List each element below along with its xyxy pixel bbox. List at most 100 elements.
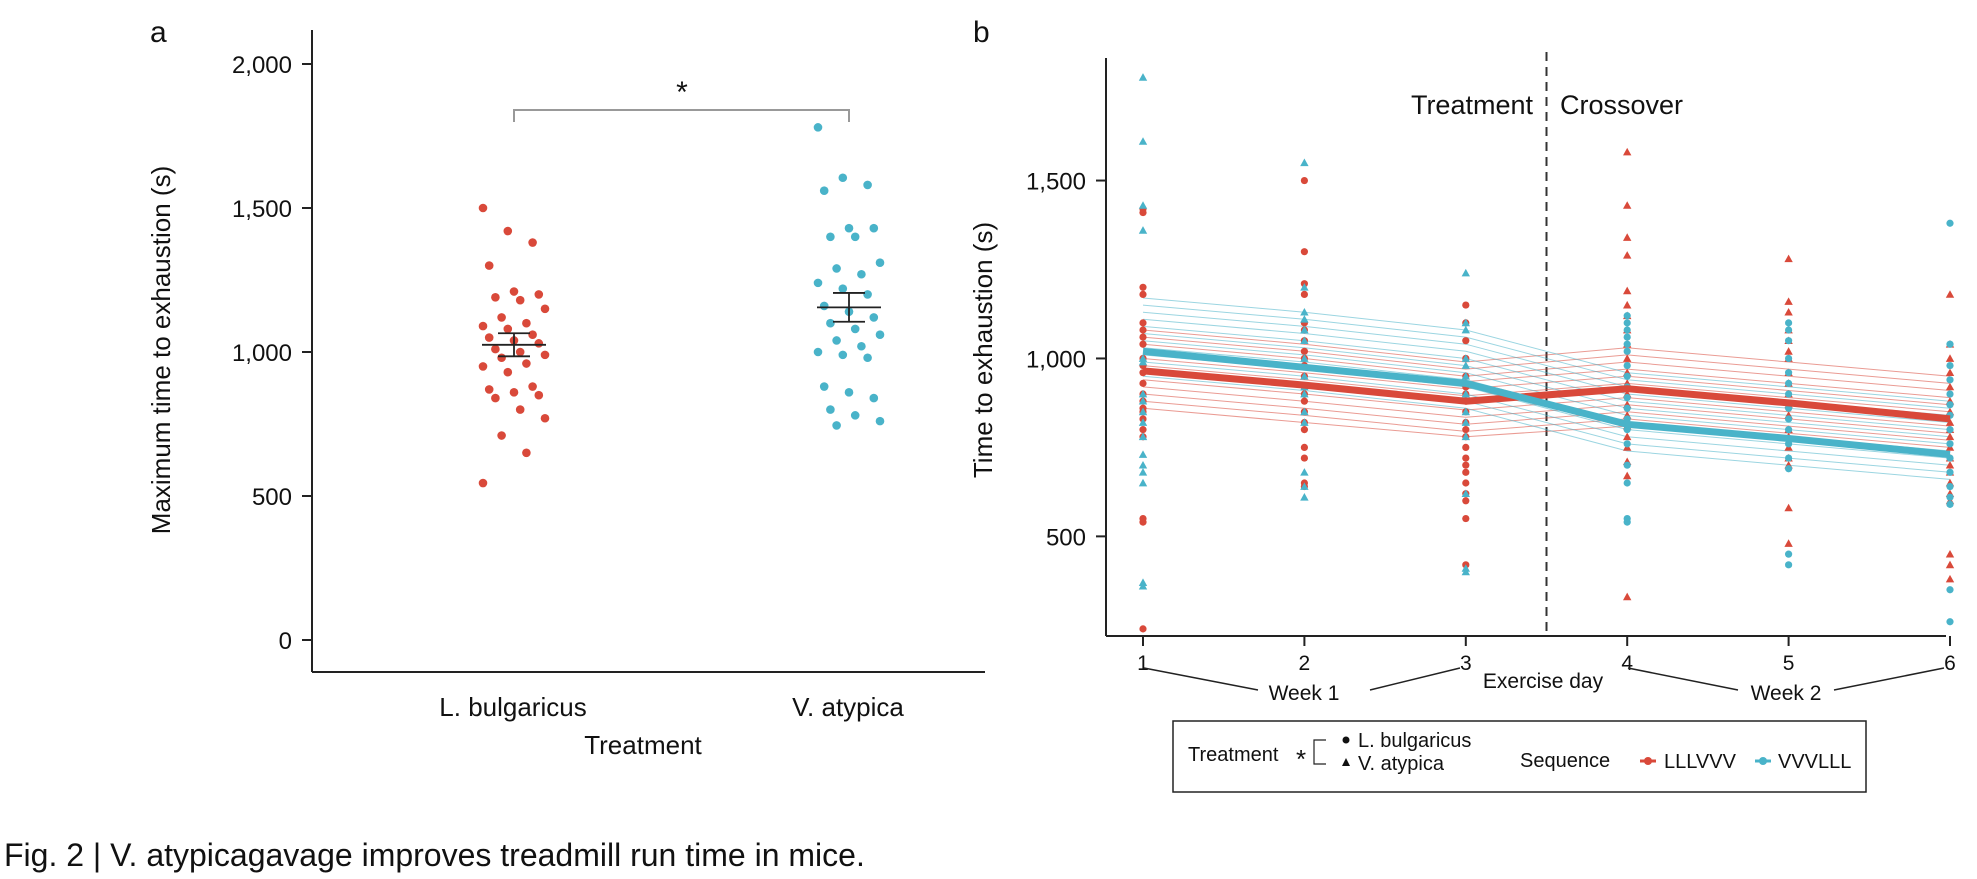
- data-point: [863, 290, 872, 299]
- panel-a-cat-label-1: L. bulgaricus: [439, 692, 586, 722]
- data-point-circle: [1139, 379, 1147, 387]
- data-point: [528, 382, 537, 391]
- data-point: [509, 287, 519, 296]
- data-point: [522, 448, 531, 458]
- data-point-triangle: [1623, 233, 1632, 241]
- legend-treatment-item-2: V. atypica: [1358, 753, 1445, 775]
- data-point: [832, 336, 841, 345]
- data-point-circle: [1462, 468, 1470, 476]
- data-point: [813, 278, 823, 288]
- panel-b-y-label: Time to exhaustion (s): [968, 222, 998, 478]
- data-point-triangle: [1300, 389, 1309, 398]
- data-point: [534, 290, 544, 299]
- subject-line: [1142, 304, 1951, 409]
- legend-triangle-icon: [1342, 758, 1350, 766]
- data-point-circle: [1623, 479, 1631, 487]
- data-point-triangle: [1300, 482, 1309, 490]
- data-point: [857, 269, 866, 279]
- subject-line: [1142, 361, 1951, 466]
- data-point-circle: [1300, 347, 1308, 355]
- data-point-triangle: [1945, 418, 1955, 426]
- data-point: [838, 173, 848, 183]
- data-point-circle: [1623, 518, 1631, 526]
- x-tick-label: 5: [1783, 652, 1795, 675]
- data-point-circle: [1462, 426, 1470, 434]
- data-point-triangle: [1623, 147, 1632, 156]
- data-point-triangle: [1945, 560, 1955, 569]
- data-point-circle: [1946, 618, 1954, 626]
- mean-line-VVVLLL: [1142, 347, 1951, 458]
- crossover-phase-label: Crossover: [1560, 90, 1683, 120]
- data-point-triangle: [1461, 268, 1470, 277]
- data-point: [497, 431, 506, 440]
- subject-line: [1142, 325, 1951, 431]
- data-point-triangle: [1300, 493, 1309, 501]
- data-point-triangle: [1461, 418, 1470, 426]
- data-point-circle: [1946, 361, 1954, 370]
- data-point-triangle: [1300, 407, 1309, 416]
- data-point-triangle: [1138, 450, 1148, 458]
- data-point-triangle: [1945, 382, 1955, 391]
- data-point: [503, 324, 513, 334]
- subject-line: [1142, 336, 1951, 384]
- x-tick-label: 1: [1137, 652, 1149, 675]
- data-point-circle: [1623, 393, 1631, 402]
- data-point: [819, 301, 829, 311]
- legend-box: [1172, 720, 1867, 793]
- data-point-circle: [1946, 390, 1954, 398]
- data-point-triangle: [1138, 478, 1148, 487]
- data-point-circle: [1946, 493, 1954, 501]
- data-point-circle: [1785, 561, 1793, 569]
- data-point-triangle: [1300, 372, 1309, 380]
- data-point-triangle: [1945, 574, 1955, 583]
- legend-sequence-item-2: VVVLLL: [1778, 751, 1851, 773]
- data-point-triangle: [1300, 158, 1309, 167]
- data-point-triangle: [1623, 354, 1632, 362]
- data-point-triangle: [1138, 389, 1148, 398]
- data-point: [484, 385, 494, 394]
- y-tick-label: 1,500: [232, 196, 292, 223]
- data-point-circle: [1139, 283, 1147, 291]
- data-point-circle: [1139, 625, 1147, 633]
- data-point-triangle: [1138, 432, 1148, 441]
- data-point-triangle: [1138, 407, 1148, 416]
- data-point: [515, 295, 525, 305]
- data-point-circle: [1623, 333, 1631, 341]
- data-point: [484, 261, 494, 270]
- data-point-circle: [1785, 426, 1793, 434]
- data-point-circle: [1785, 454, 1793, 462]
- subject-line: [1142, 297, 1951, 402]
- data-point: [838, 284, 848, 293]
- significance-bracket: [513, 109, 850, 122]
- data-point: [478, 478, 488, 488]
- panel-a-points: [478, 123, 885, 488]
- data-point-triangle: [1138, 357, 1148, 366]
- subject-line: [1142, 329, 1951, 377]
- data-point-circle: [1300, 248, 1308, 256]
- data-point-circle: [1462, 443, 1470, 452]
- data-point: [875, 330, 885, 340]
- panel-a-cat-label-2: V. atypica: [792, 692, 904, 722]
- data-point-triangle: [1623, 251, 1632, 259]
- data-point: [850, 232, 860, 242]
- data-point: [503, 367, 513, 377]
- data-point: [515, 347, 525, 357]
- data-point-circle: [1300, 290, 1308, 299]
- panel-b-label: b: [973, 16, 990, 49]
- data-point-triangle: [1461, 489, 1470, 498]
- legend-red-marker: [1644, 757, 1652, 765]
- week-1-brace: [1143, 667, 1461, 691]
- data-point-triangle: [1784, 539, 1793, 547]
- data-point-circle: [1946, 500, 1954, 508]
- y-tick-label: 500: [252, 484, 292, 511]
- data-point-triangle: [1461, 354, 1470, 362]
- data-point-triangle: [1461, 389, 1470, 398]
- data-point-circle: [1623, 361, 1631, 370]
- subject-line: [1142, 333, 1951, 438]
- data-point-triangle: [1623, 432, 1632, 441]
- data-point-circle: [1623, 404, 1631, 412]
- data-point-circle: [1623, 326, 1631, 334]
- data-point-circle: [1300, 426, 1308, 434]
- data-point-circle: [1139, 290, 1147, 299]
- data-point: [869, 393, 879, 403]
